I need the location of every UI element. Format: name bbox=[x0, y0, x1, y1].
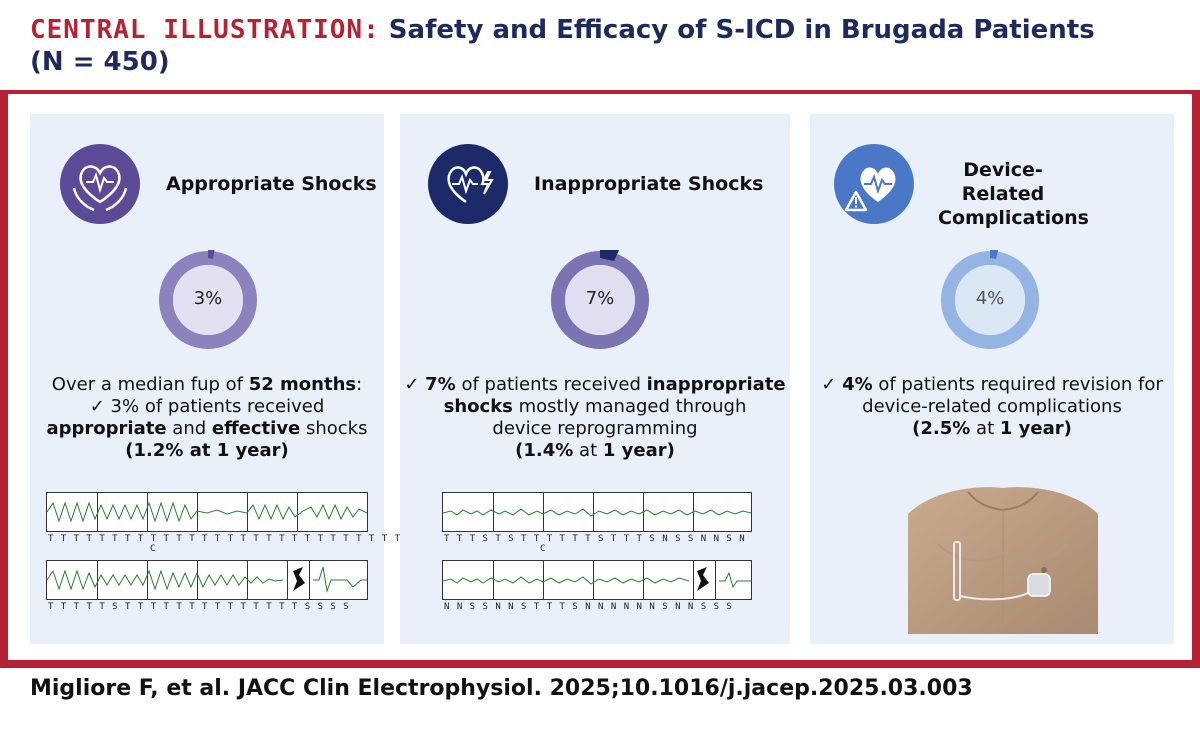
percent-label: 7% bbox=[585, 288, 615, 309]
ecg-strip-1 bbox=[46, 492, 368, 532]
ecg-strip-1 bbox=[442, 492, 752, 532]
panel-inappropriate-shocks: Inappropriate Shocks 7% ✓ 7% of patients… bbox=[400, 114, 790, 644]
panel-device-complications: Device-Related Complications 4% ✓ 4% of … bbox=[810, 114, 1174, 644]
percent-label: 3% bbox=[193, 288, 223, 309]
donut-inappropriate: 7% bbox=[550, 244, 650, 350]
panel-appropriate-shocks: Appropriate Shocks 3% Over a median fup … bbox=[30, 114, 413, 644]
ecg-markers: T T T T T T T T T T T T T T T T T T T T … bbox=[48, 534, 414, 544]
heart-warning-icon bbox=[834, 144, 914, 224]
title-main: Safety and Efficacy of S-ICD in Brugada … bbox=[388, 15, 1095, 45]
donut-complications: 4% bbox=[940, 245, 1040, 350]
ecg-markers: N N S S N N S T T T S N N N N N N S N N … bbox=[444, 602, 733, 612]
heart-lightning-icon bbox=[428, 144, 508, 224]
panel-heading: Device-Related Complications bbox=[938, 159, 1089, 229]
panel-text: ✓ 4% of patients required revision for d… bbox=[821, 374, 1163, 439]
panel-heading: Inappropriate Shocks bbox=[534, 173, 764, 195]
panel-text: ✓ 7% of patients received inappropriate … bbox=[404, 374, 786, 461]
ecg-markers: T T T T T S T T T T T T T T T T T T T T … bbox=[48, 602, 350, 612]
donut-appropriate: 3% bbox=[158, 246, 258, 350]
illustration-body: Appropriate Shocks 3% Over a median fup … bbox=[8, 94, 1192, 660]
panel-text: Over a median fup of 52 months: ✓ 3% of … bbox=[46, 374, 368, 461]
title-bar: CENTRAL ILLUSTRATION: Safety and Efficac… bbox=[0, 0, 1200, 92]
panel-heading: Appropriate Shocks bbox=[166, 173, 377, 195]
ecg-marker-sub: C bbox=[540, 544, 547, 554]
torso-device-image bbox=[908, 474, 1098, 634]
citation: Migliore F, et al. JACC Clin Electrophys… bbox=[30, 676, 973, 701]
hands-heart-ecg-icon bbox=[60, 144, 140, 224]
title-prefix: CENTRAL ILLUSTRATION: bbox=[30, 15, 380, 45]
ecg-strip-2 bbox=[442, 560, 752, 600]
ecg-markers: T T T S T S T T T T T T S T T T S N S S … bbox=[444, 534, 746, 544]
illustration-frame: Appropriate Shocks 3% Over a median fup … bbox=[0, 90, 1200, 668]
page-title: CENTRAL ILLUSTRATION: Safety and Efficac… bbox=[30, 14, 1176, 46]
title-sample-size: (N = 450) bbox=[30, 47, 170, 77]
ecg-strip-2 bbox=[46, 560, 368, 600]
ecg-marker-sub: C bbox=[150, 544, 157, 554]
percent-label: 4% bbox=[975, 288, 1005, 309]
